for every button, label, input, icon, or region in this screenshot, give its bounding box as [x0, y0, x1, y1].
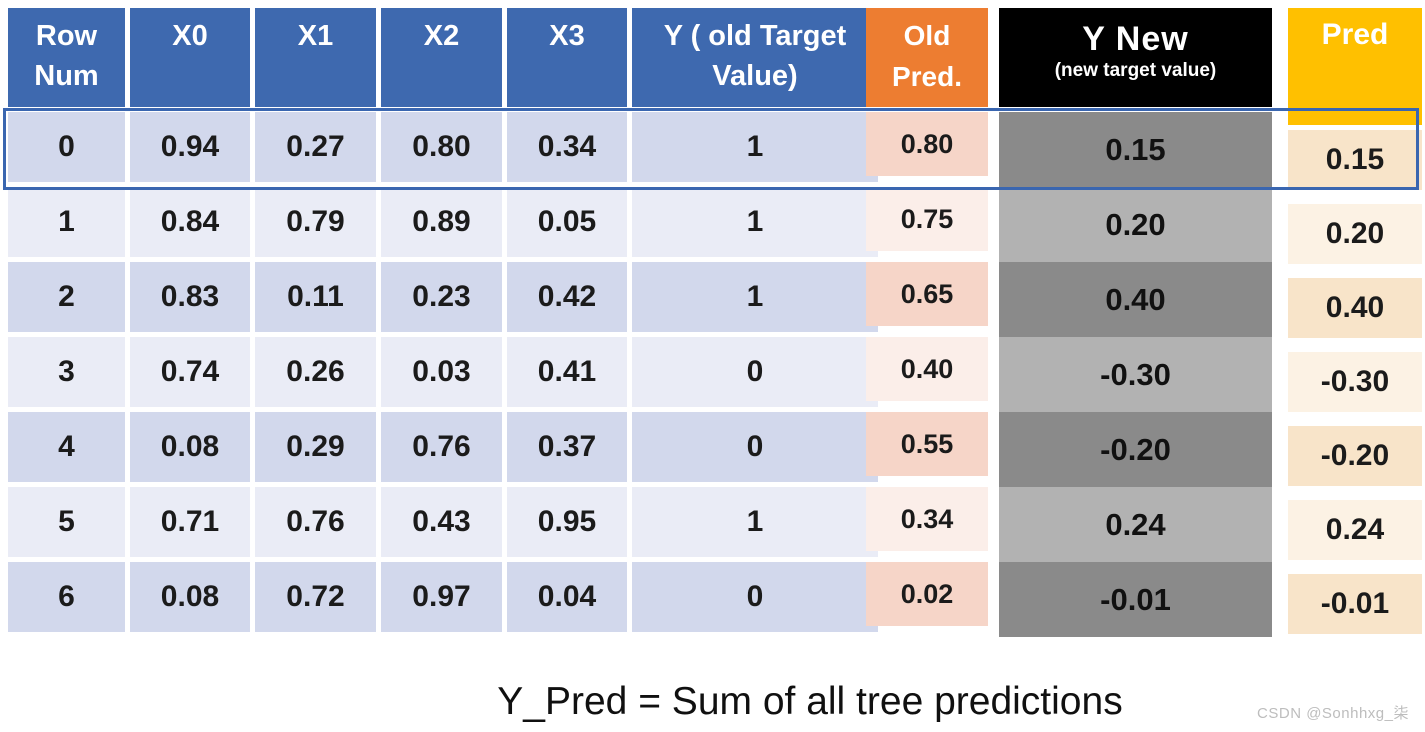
old-pred-cell: 0.40	[866, 337, 988, 401]
pred-cell: -0.20	[1288, 426, 1422, 486]
y-new-cells: 0.15 0.20 0.40 -0.30 -0.20 0.24 -0.01	[999, 112, 1272, 637]
pred-cell: 0.20	[1288, 204, 1422, 264]
table-cell: 0.71	[130, 487, 250, 557]
column-header-x2: X2	[381, 8, 502, 107]
column-header-x1: X1	[255, 8, 376, 107]
table-cell: 0.80	[381, 112, 502, 182]
y-new-cell: -0.01	[999, 562, 1272, 637]
y-new-column: Y New (new target value) 0.15 0.20 0.40 …	[999, 8, 1272, 637]
column-header-row-num: Row Num	[8, 8, 125, 107]
old-pred-cell: 0.34	[866, 487, 988, 551]
table-cell: 0.95	[507, 487, 627, 557]
y-new-title: Y New	[1082, 20, 1189, 58]
old-pred-cell: 0.02	[866, 562, 988, 626]
table-cell: 0.97	[381, 562, 502, 632]
table-cell: 0.43	[381, 487, 502, 557]
table-cell: 1	[632, 187, 878, 257]
caption: Y_Pred = Sum of all tree predictions	[497, 680, 1123, 723]
table-cell: 0.72	[255, 562, 376, 632]
old-pred-header: Old Pred.	[866, 8, 988, 107]
column-header-x3: X3	[507, 8, 627, 107]
table-cell: 1	[632, 487, 878, 557]
table-cell: 0.74	[130, 337, 250, 407]
y-new-cell: 0.20	[999, 187, 1272, 262]
table-cell: 6	[8, 562, 125, 632]
table-cell: 0.34	[507, 112, 627, 182]
table-cell: 0.94	[130, 112, 250, 182]
table-cell: 0.04	[507, 562, 627, 632]
pred-column: Pred 0.15 0.20 0.40 -0.30 -0.20 0.24 -0.…	[1288, 8, 1422, 648]
table-cell: 0.05	[507, 187, 627, 257]
table-cell: 0	[632, 412, 878, 482]
old-pred-cells: 0.80 0.75 0.65 0.40 0.55 0.34 0.02	[866, 112, 988, 626]
table-cell: 0	[8, 112, 125, 182]
table-cell: 1	[632, 262, 878, 332]
table-cell: 5	[8, 487, 125, 557]
y-new-header: Y New (new target value)	[999, 8, 1272, 107]
y-new-cell: -0.20	[999, 412, 1272, 487]
pred-cell: -0.01	[1288, 574, 1422, 634]
pred-cell: 0.15	[1288, 130, 1422, 190]
y-new-cell: 0.24	[999, 487, 1272, 562]
table-cell: 0.89	[381, 187, 502, 257]
pred-cell: 0.24	[1288, 500, 1422, 560]
table-cell: 0.03	[381, 337, 502, 407]
table-cell: 0.37	[507, 412, 627, 482]
pred-cell: 0.40	[1288, 278, 1422, 338]
table-cell: 0.83	[130, 262, 250, 332]
table-cell: 0.08	[130, 562, 250, 632]
watermark: CSDN @Sonhhxg_柒	[1257, 705, 1409, 722]
table-cell: 3	[8, 337, 125, 407]
table-cell: 0.11	[255, 262, 376, 332]
old-pred-cell: 0.55	[866, 412, 988, 476]
table-cell: 2	[8, 262, 125, 332]
old-pred-cell: 0.80	[866, 112, 988, 176]
pred-header: Pred	[1288, 8, 1422, 125]
table-cell: 0	[632, 562, 878, 632]
table-cell: 0.27	[255, 112, 376, 182]
table-cell: 4	[8, 412, 125, 482]
table-cell: 0.41	[507, 337, 627, 407]
pred-cell: -0.30	[1288, 352, 1422, 412]
y-new-subtitle: (new target value)	[1054, 60, 1217, 82]
table-cell: 0.08	[130, 412, 250, 482]
pred-cells: 0.15 0.20 0.40 -0.30 -0.20 0.24 -0.01	[1288, 130, 1422, 634]
table-cell: 0.26	[255, 337, 376, 407]
table-cell: 0.84	[130, 187, 250, 257]
old-pred-column: Old Pred. 0.80 0.75 0.65 0.40 0.55 0.34 …	[866, 8, 988, 637]
feature-table: Row Num X0 X1 X2 X3 Y ( old Target Value…	[8, 8, 878, 632]
y-new-cell: 0.15	[999, 112, 1272, 187]
old-pred-cell: 0.65	[866, 262, 988, 326]
table-cell: 0	[632, 337, 878, 407]
column-header-x0: X0	[130, 8, 250, 107]
table-cell: 1	[632, 112, 878, 182]
table-cell: 1	[8, 187, 125, 257]
table-cell: 0.29	[255, 412, 376, 482]
table-cell: 0.42	[507, 262, 627, 332]
table-cell: 0.23	[381, 262, 502, 332]
y-new-cell: 0.40	[999, 262, 1272, 337]
y-new-cell: -0.30	[999, 337, 1272, 412]
table-cell: 0.76	[381, 412, 502, 482]
table-cell: 0.76	[255, 487, 376, 557]
table-cell: 0.79	[255, 187, 376, 257]
column-header-y-old-target: Y ( old Target Value)	[632, 8, 878, 107]
old-pred-cell: 0.75	[866, 187, 988, 251]
